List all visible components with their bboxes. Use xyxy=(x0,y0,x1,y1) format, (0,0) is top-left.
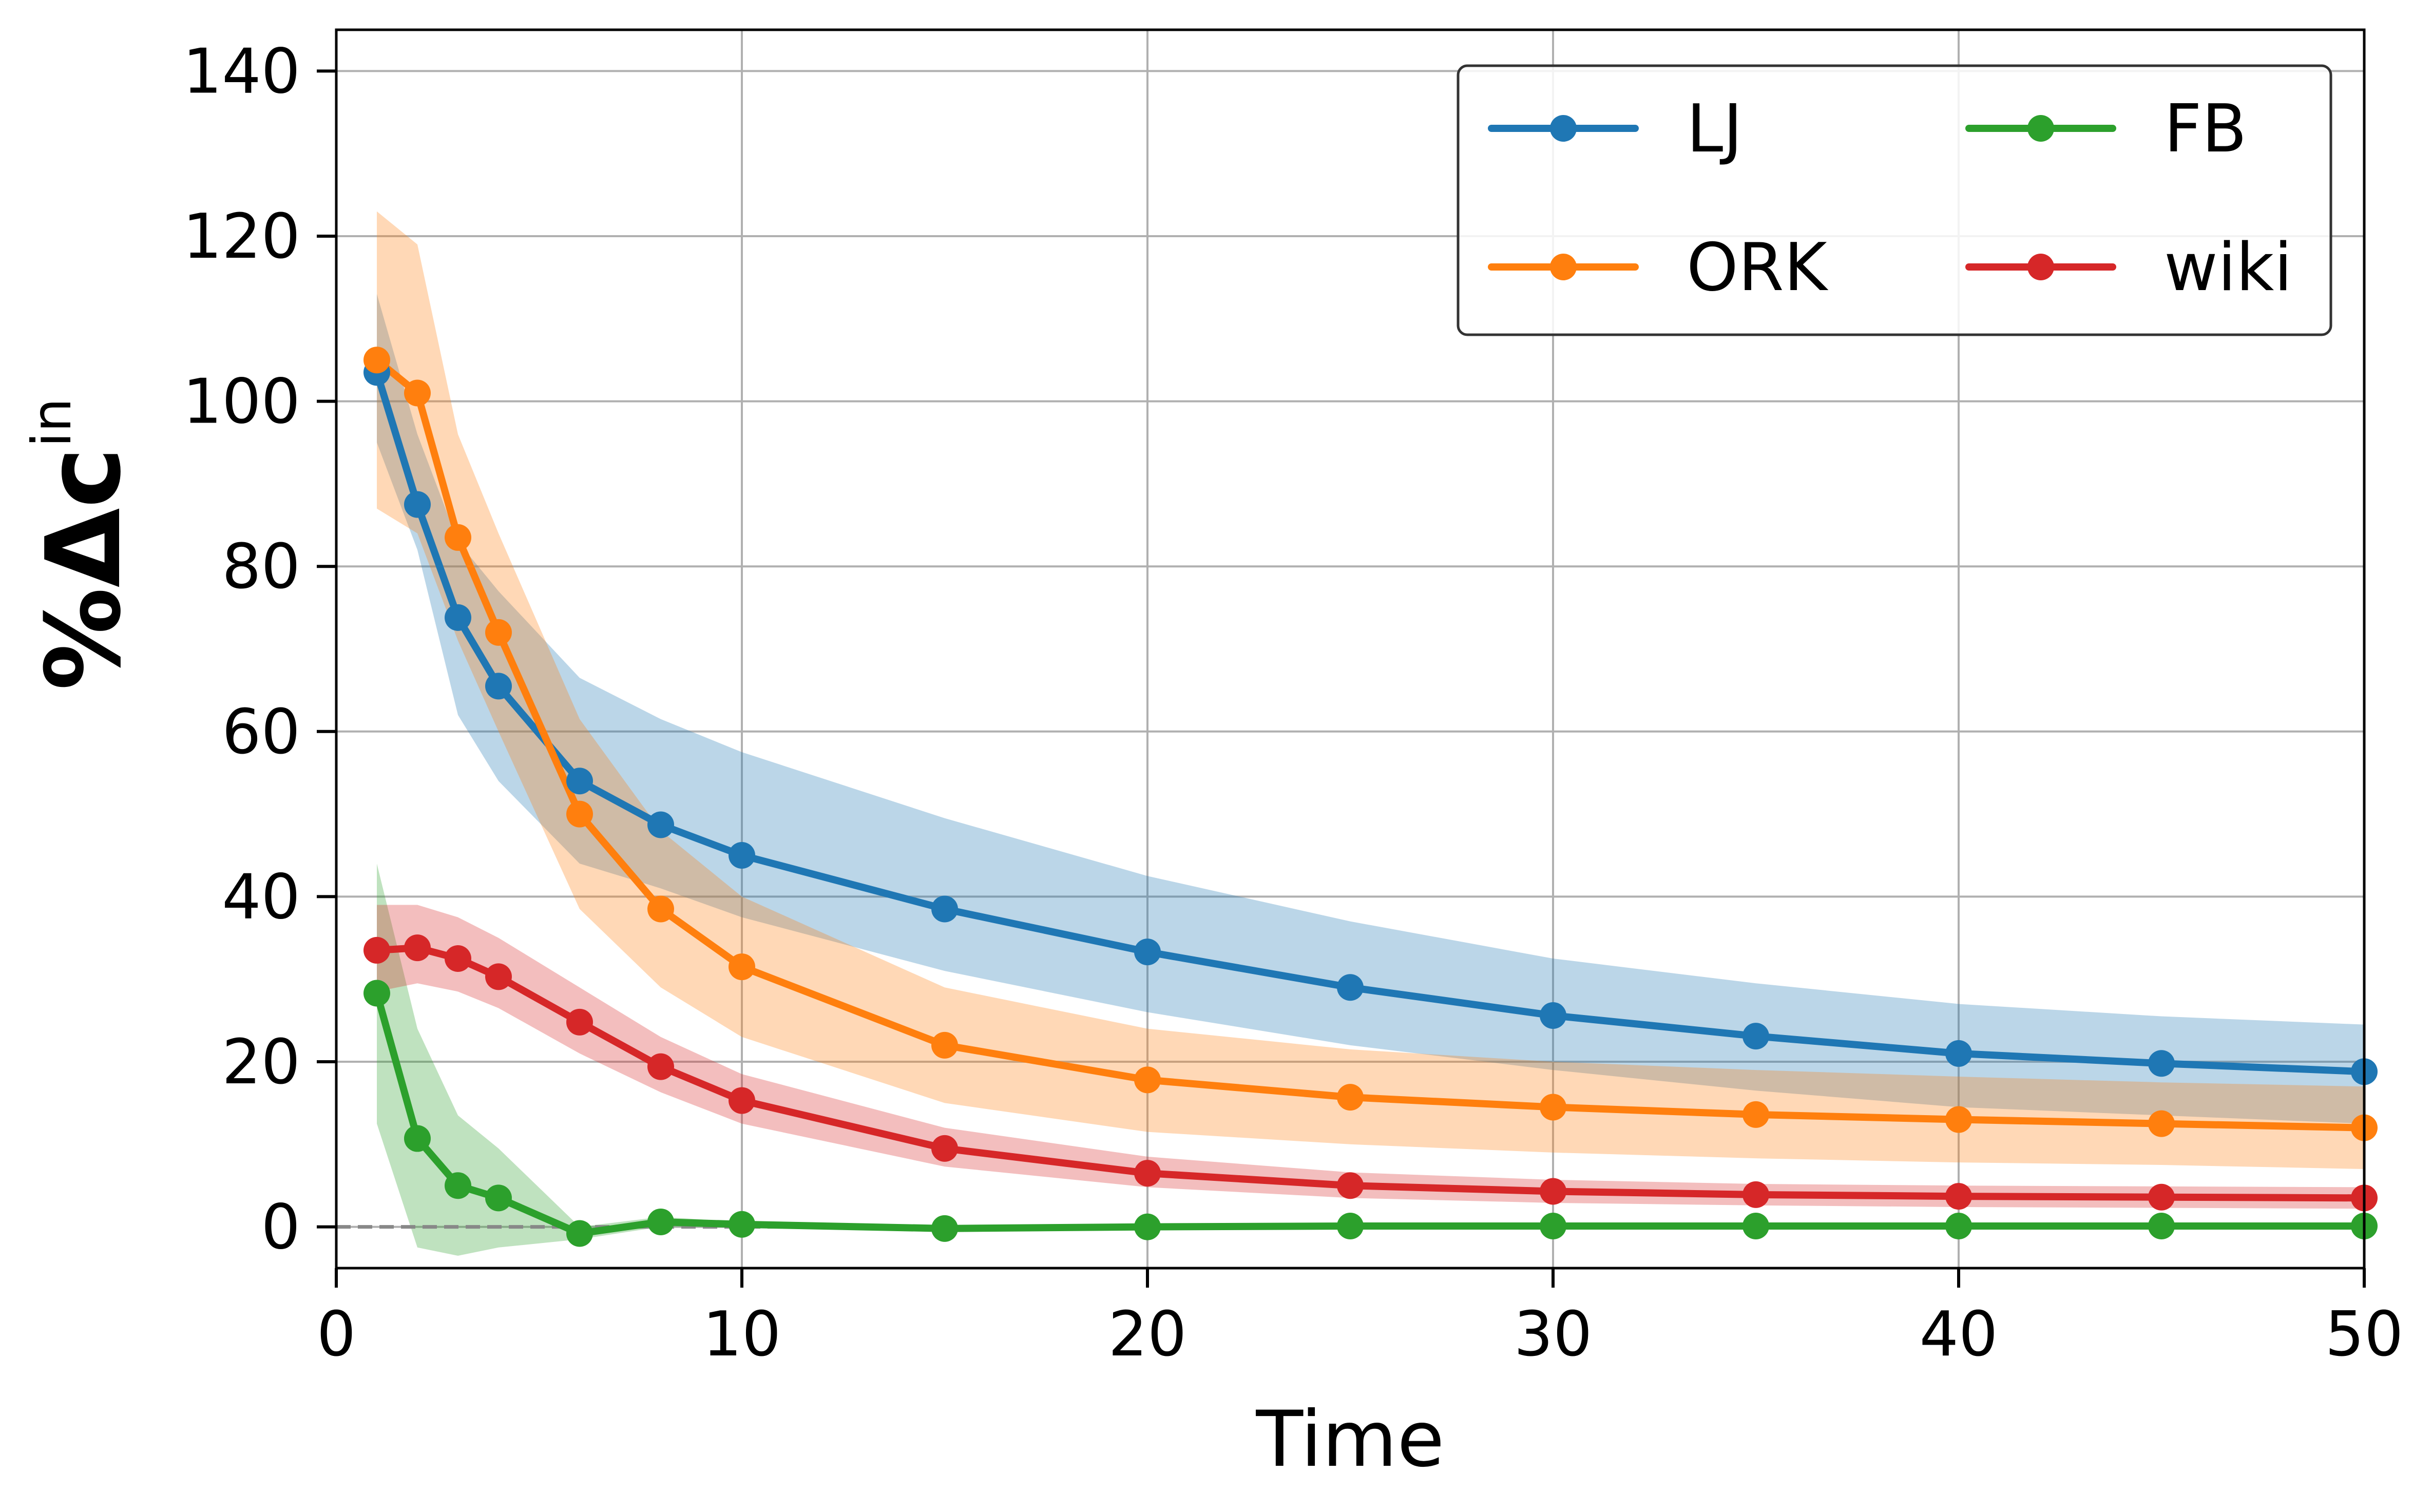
point-fb xyxy=(647,1208,674,1235)
y-axis-title-superscript: in xyxy=(21,398,83,447)
point-fb xyxy=(485,1184,512,1212)
point-ork xyxy=(363,347,390,374)
point-fb xyxy=(1540,1212,1566,1239)
point-wiki xyxy=(1742,1181,1769,1208)
y-tick-label: 60 xyxy=(222,697,300,768)
point-fb xyxy=(566,1220,593,1247)
x-tick-label: 50 xyxy=(2325,1299,2404,1370)
legend-swatch-marker xyxy=(1550,254,1577,280)
legend-item-wiki: wiki xyxy=(1965,229,2292,306)
point-lj xyxy=(2148,1050,2175,1077)
x-tick-label: 0 xyxy=(317,1299,356,1370)
grid-lines xyxy=(335,30,2365,1268)
point-lj xyxy=(1540,1002,1566,1029)
plot-frame xyxy=(335,28,2366,1270)
point-wiki xyxy=(445,945,471,972)
point-lj xyxy=(729,842,755,869)
point-wiki xyxy=(2148,1183,2175,1211)
point-ork xyxy=(485,619,512,646)
legend-label: wiki xyxy=(2164,229,2292,306)
point-fb xyxy=(1337,1212,1364,1239)
point-wiki xyxy=(931,1135,958,1162)
band-lj xyxy=(377,294,2364,1124)
point-fb xyxy=(445,1172,471,1199)
point-wiki xyxy=(1540,1178,1566,1205)
y-tick-label: 140 xyxy=(183,36,300,107)
point-ork xyxy=(1945,1106,1972,1133)
point-wiki xyxy=(1337,1172,1364,1199)
point-lj xyxy=(647,811,674,838)
legend-swatch-marker xyxy=(2027,254,2054,280)
legend-label: ORK xyxy=(1687,229,1829,306)
point-lj xyxy=(1337,974,1364,1001)
point-lj xyxy=(445,604,471,631)
point-wiki xyxy=(566,1008,593,1036)
x-tick-label: 10 xyxy=(703,1299,781,1370)
y-tick-label: 120 xyxy=(183,201,300,273)
point-fb xyxy=(404,1125,431,1152)
point-fb xyxy=(1945,1212,1972,1239)
legend-swatch-marker xyxy=(1550,115,1577,142)
svg-text:%Δcin: %Δcin xyxy=(21,398,144,690)
point-lj xyxy=(1945,1040,1972,1067)
x-tick-label: 20 xyxy=(1108,1299,1187,1370)
point-ork xyxy=(2148,1110,2175,1137)
point-wiki xyxy=(1134,1160,1161,1187)
point-ork xyxy=(1540,1094,1566,1121)
point-ork xyxy=(1742,1101,1769,1128)
point-ork xyxy=(647,895,674,923)
axis-ticks: 0 10 20 30 40 50 0 20 40 60 80 100 120 140 xyxy=(183,36,2403,1370)
point-wiki xyxy=(729,1087,755,1114)
point-lj xyxy=(485,673,512,700)
point-wiki xyxy=(404,934,431,962)
point-wiki xyxy=(485,963,512,990)
point-fb xyxy=(363,980,390,1007)
point-ork xyxy=(1337,1084,1364,1111)
point-wiki xyxy=(363,936,390,964)
y-tick-label: 100 xyxy=(183,367,300,438)
y-axis-title: %Δcin xyxy=(21,398,144,690)
y-axis-title-main: %Δc xyxy=(24,447,144,691)
series-markers xyxy=(363,347,2378,1247)
x-tick-label: 40 xyxy=(1920,1299,1998,1370)
point-ork xyxy=(729,953,755,981)
legend-swatch-marker xyxy=(2027,115,2054,142)
point-lj xyxy=(931,895,958,923)
legend: LJ ORK FB wiki xyxy=(1457,64,2332,336)
legend-item-ork: ORK xyxy=(1488,229,1829,306)
point-fb xyxy=(2148,1212,2175,1239)
point-ork xyxy=(404,379,431,407)
point-fb xyxy=(1742,1212,1769,1239)
y-tick-label: 40 xyxy=(222,862,300,933)
point-fb xyxy=(729,1211,755,1238)
point-ork xyxy=(931,1031,958,1059)
x-axis-title: Time xyxy=(1255,1395,1444,1484)
point-ork xyxy=(566,800,593,828)
y-tick-label: 0 xyxy=(261,1192,300,1264)
point-lj xyxy=(404,491,431,518)
point-lj xyxy=(1134,939,1161,966)
point-fb xyxy=(1134,1213,1161,1240)
legend-label: FB xyxy=(2164,91,2247,167)
legend-label: LJ xyxy=(1687,91,1742,167)
point-lj xyxy=(1742,1023,1769,1050)
point-wiki xyxy=(1945,1183,1972,1210)
point-fb xyxy=(931,1215,958,1242)
point-ork xyxy=(445,524,471,551)
point-lj xyxy=(566,768,593,795)
x-tick-label: 30 xyxy=(1514,1299,1593,1370)
y-tick-label: 20 xyxy=(222,1027,300,1098)
point-ork xyxy=(1134,1066,1161,1094)
point-wiki xyxy=(647,1053,674,1080)
y-tick-label: 80 xyxy=(222,531,300,603)
legend-item-fb: FB xyxy=(1965,91,2247,167)
legend-item-lj: LJ xyxy=(1488,91,1742,167)
